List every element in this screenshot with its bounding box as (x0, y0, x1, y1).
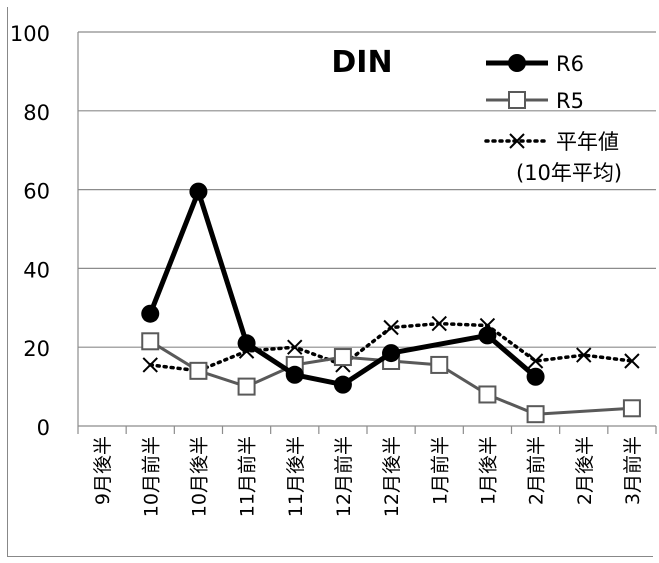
data-point (478, 385, 497, 404)
data-point (478, 326, 497, 345)
data-point (527, 353, 544, 369)
data-point (287, 339, 303, 355)
data-point (622, 399, 641, 418)
series-r6 (141, 182, 545, 394)
legend-marker (508, 54, 526, 72)
x-category-label: 9月後半 (92, 436, 114, 505)
data-point (189, 361, 208, 380)
data-point (382, 344, 401, 363)
legend-item-average: 平年値 (10年平均) (484, 130, 622, 185)
legend-item-r6: R6 (486, 52, 584, 76)
series-layer (141, 182, 641, 424)
y-tick-label: 0 (37, 416, 50, 440)
data-point (142, 357, 158, 373)
chart-frame (7, 7, 653, 557)
data-point (237, 334, 256, 353)
legend-label: R5 (556, 89, 584, 113)
chart-title: DIN (331, 45, 392, 80)
data-point (431, 315, 447, 332)
legend-label-line2: (10年平均) (516, 161, 622, 185)
data-point (141, 332, 160, 351)
data-point (526, 367, 545, 386)
data-point (141, 304, 160, 323)
x-category-label: 11月後半 (285, 436, 307, 517)
y-tick-label: 40 (23, 258, 50, 282)
x-category-label: 12月後半 (381, 436, 403, 517)
data-point (383, 319, 399, 336)
data-point (285, 365, 304, 384)
x-category-label: 11月前半 (237, 436, 259, 517)
legend-label: R6 (556, 52, 584, 76)
data-point (624, 353, 640, 369)
y-tick-label: 80 (23, 101, 50, 125)
x-category-label: 1月前半 (429, 436, 451, 505)
legend-marker (509, 133, 525, 149)
x-category-label: 3月前半 (622, 436, 644, 505)
x-category-label: 12月前半 (333, 436, 355, 517)
data-point (526, 405, 545, 424)
x-category-label: 10月後半 (188, 436, 210, 517)
y-tick-label: 100 (10, 22, 50, 46)
legend-item-r5: R5 (486, 89, 584, 113)
y-tick-label: 20 (23, 337, 50, 361)
data-point (189, 182, 208, 201)
x-axis: 9月後半 10月前半 10月後半 11月前半 11月後半 12月前半 12月後半 1月前半 1月… (77, 425, 657, 517)
x-category-label: 2月後半 (574, 436, 596, 505)
data-point (333, 375, 352, 394)
data-point (430, 355, 449, 374)
y-tick-label: 60 (23, 180, 50, 204)
data-point (333, 348, 352, 367)
series-line (147, 189, 538, 388)
legend-marker (508, 91, 526, 109)
x-category-label: 1月後半 (477, 436, 499, 505)
data-point (237, 377, 256, 396)
legend-label: 平年値 (556, 130, 619, 154)
x-category-label: 10月前半 (140, 436, 162, 517)
series-line (149, 340, 632, 416)
legend: R6 R5 平年値 (10年平均) (484, 52, 622, 185)
x-category-label: 2月前半 (526, 436, 548, 505)
y-axis: 0 20 40 60 80 100 (10, 22, 79, 440)
data-point (576, 347, 592, 363)
